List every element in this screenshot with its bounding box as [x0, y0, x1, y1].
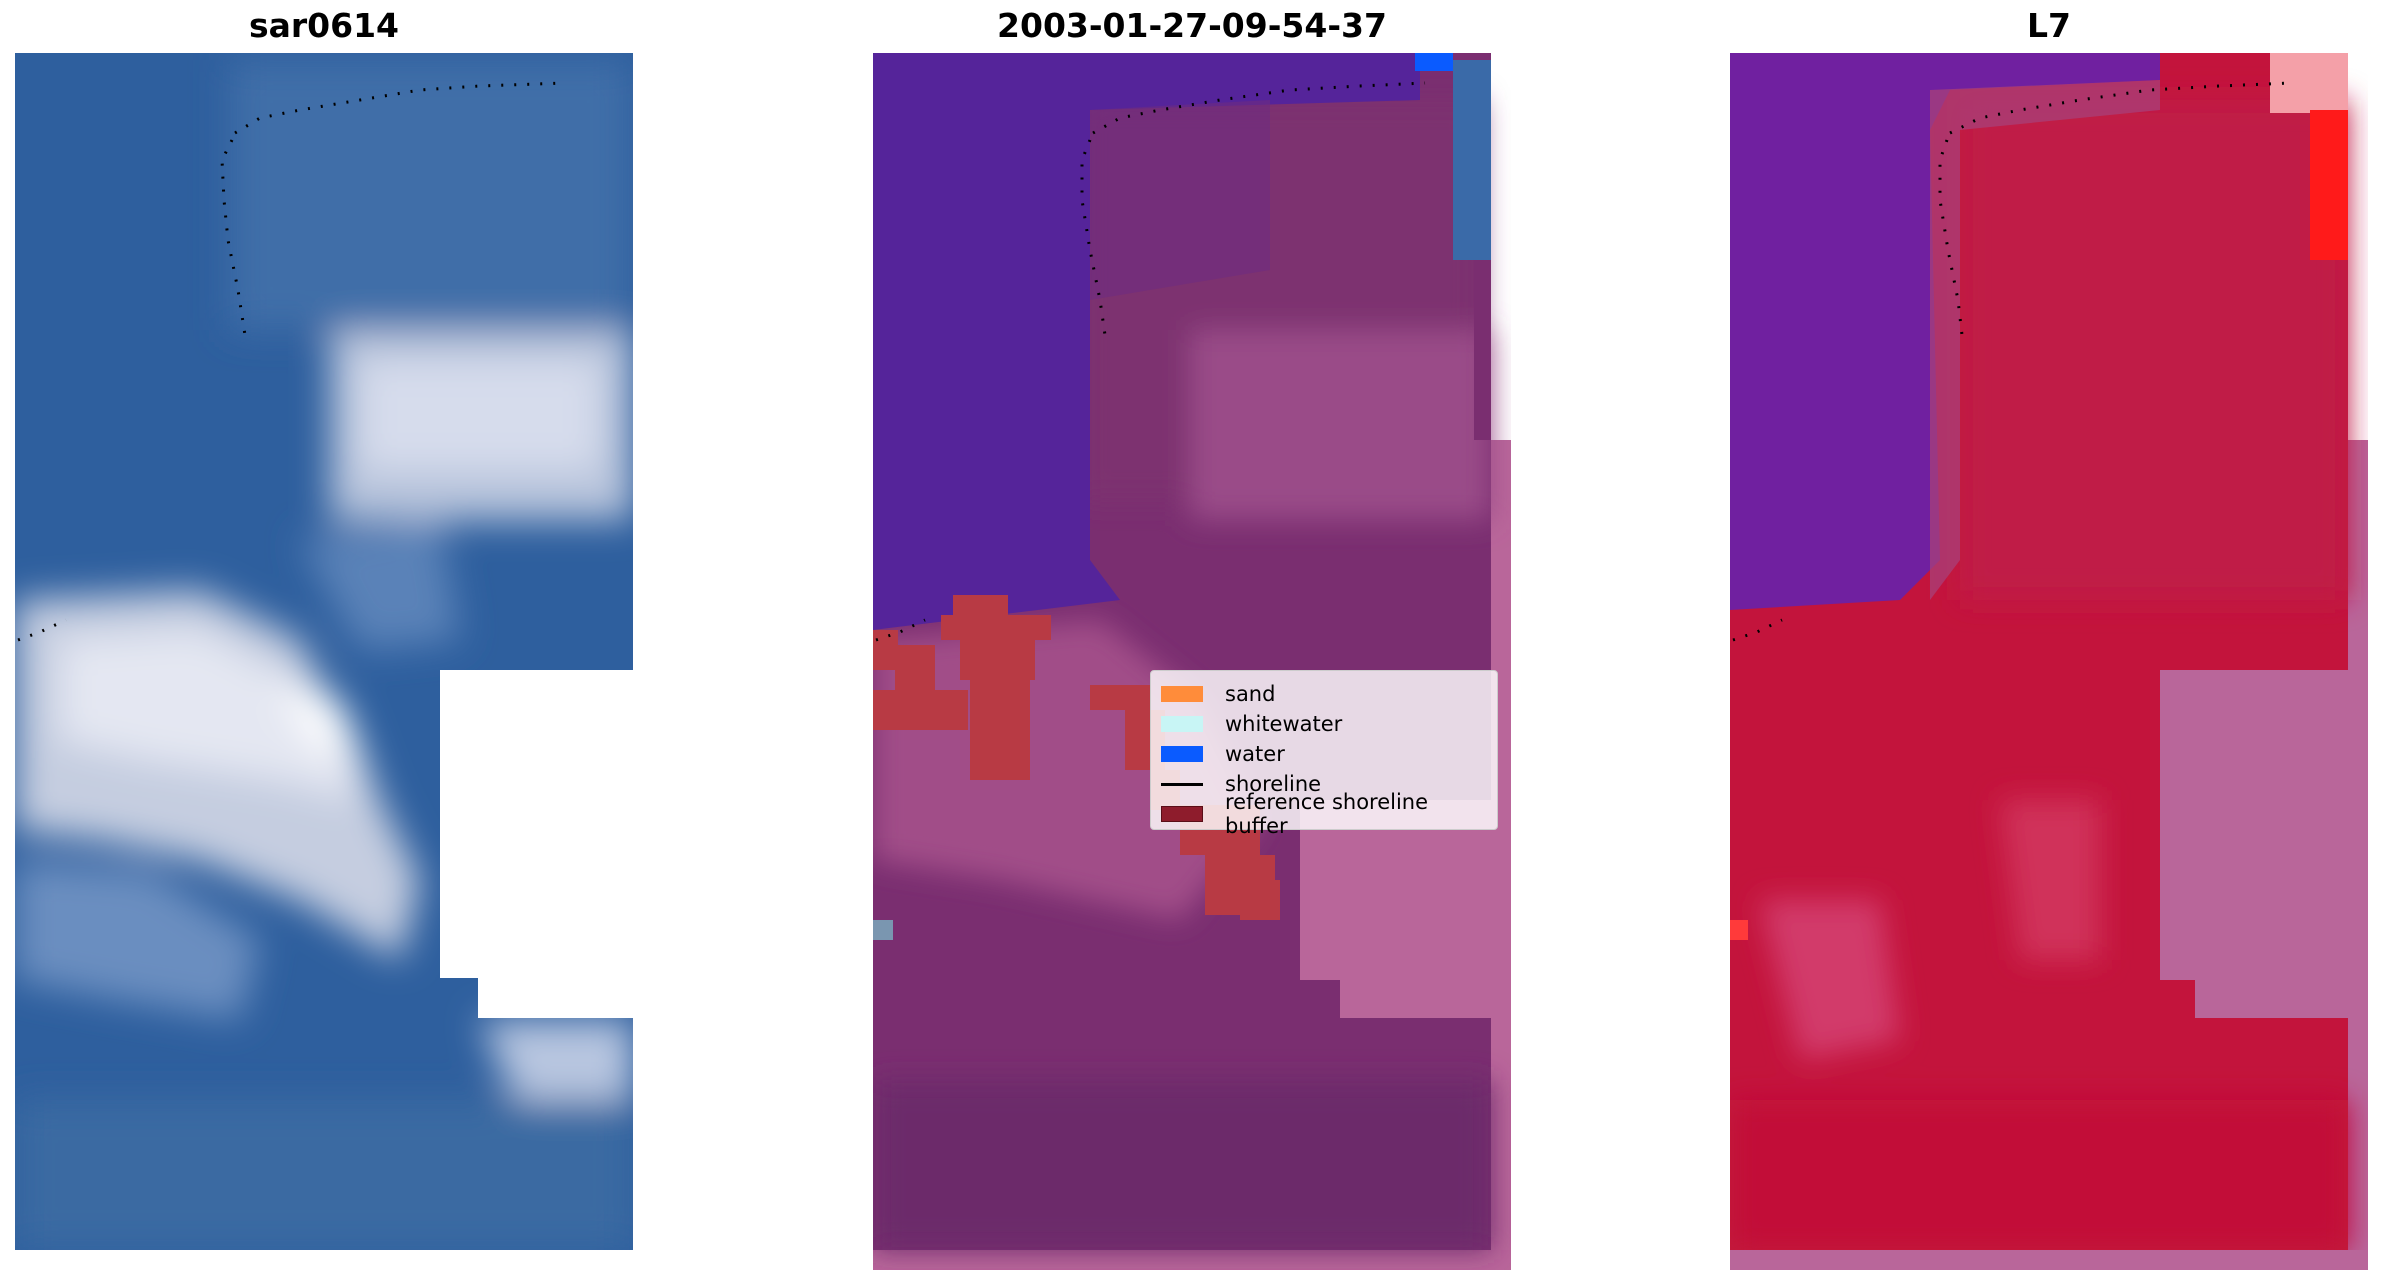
legend-label-whitewater: whitewater [1225, 712, 1343, 736]
reference-buffer-swatch [1161, 806, 1203, 822]
panel-title-l7: L7 [2027, 6, 2071, 45]
shoreline-dots-2 [875, 81, 1426, 642]
legend-item-water: water [1161, 739, 1487, 769]
legend-item-reference-buffer: reference shoreline buffer [1161, 790, 1487, 838]
legend-label-water: water [1225, 742, 1285, 766]
legend-label-sand: sand [1225, 682, 1276, 706]
water-swatch [1161, 746, 1203, 762]
legend-item-sand: sand [1161, 679, 1487, 709]
legend: sand whitewater water shoreline referenc… [1150, 670, 1498, 838]
legend-label-reference-buffer: reference shoreline buffer [1225, 790, 1429, 838]
shoreline-line-icon [1161, 782, 1203, 786]
sand-swatch [1161, 686, 1203, 702]
whitewater-swatch [1161, 716, 1203, 732]
panel-title-sar0614: sar0614 [248, 6, 400, 45]
legend-label-shoreline: shoreline [1225, 772, 1322, 796]
shoreline-dots-1 [17, 81, 566, 642]
legend-item-whitewater: whitewater [1161, 709, 1487, 739]
panel-title-date: 2003-01-27-09-54-37 [997, 6, 1387, 45]
legend-item-shoreline: shoreline [1161, 769, 1487, 799]
